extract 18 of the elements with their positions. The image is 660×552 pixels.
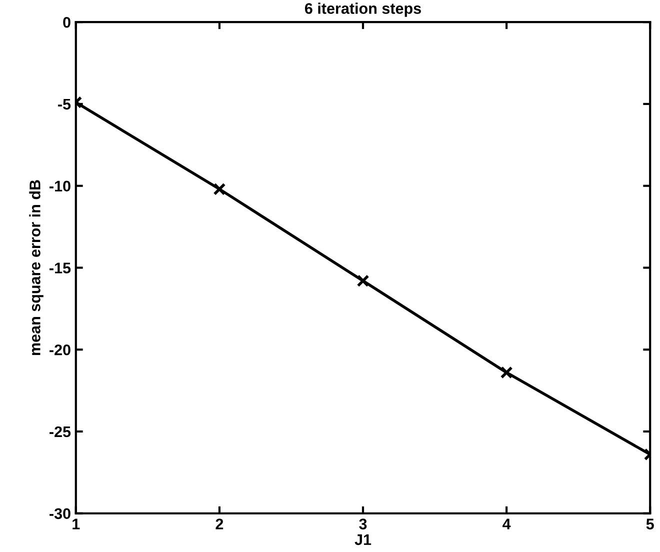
y-tick-label: -30 [50,508,70,520]
x-tick-label: 2 [216,518,224,530]
chart-title: 6 iteration steps [304,2,421,17]
y-tick-label: 0 [63,16,70,28]
y-tick-label: -5 [58,98,71,110]
x-tick-label: 5 [646,518,654,530]
x-axis-title: J1 [354,534,372,546]
x-tick-label: 1 [72,518,80,530]
point [213,182,226,196]
x-tick-label: 4 [502,518,511,530]
y-tick-label: -25 [50,426,71,438]
x-tick-label: 3 [359,518,367,530]
point [356,274,370,288]
y-tick-label: -10 [50,180,70,192]
point [500,366,513,379]
y-tick-label: -15 [50,262,71,274]
y-tick-label: -20 [50,344,70,356]
y-axis-title: mean square error in dB [29,180,44,356]
